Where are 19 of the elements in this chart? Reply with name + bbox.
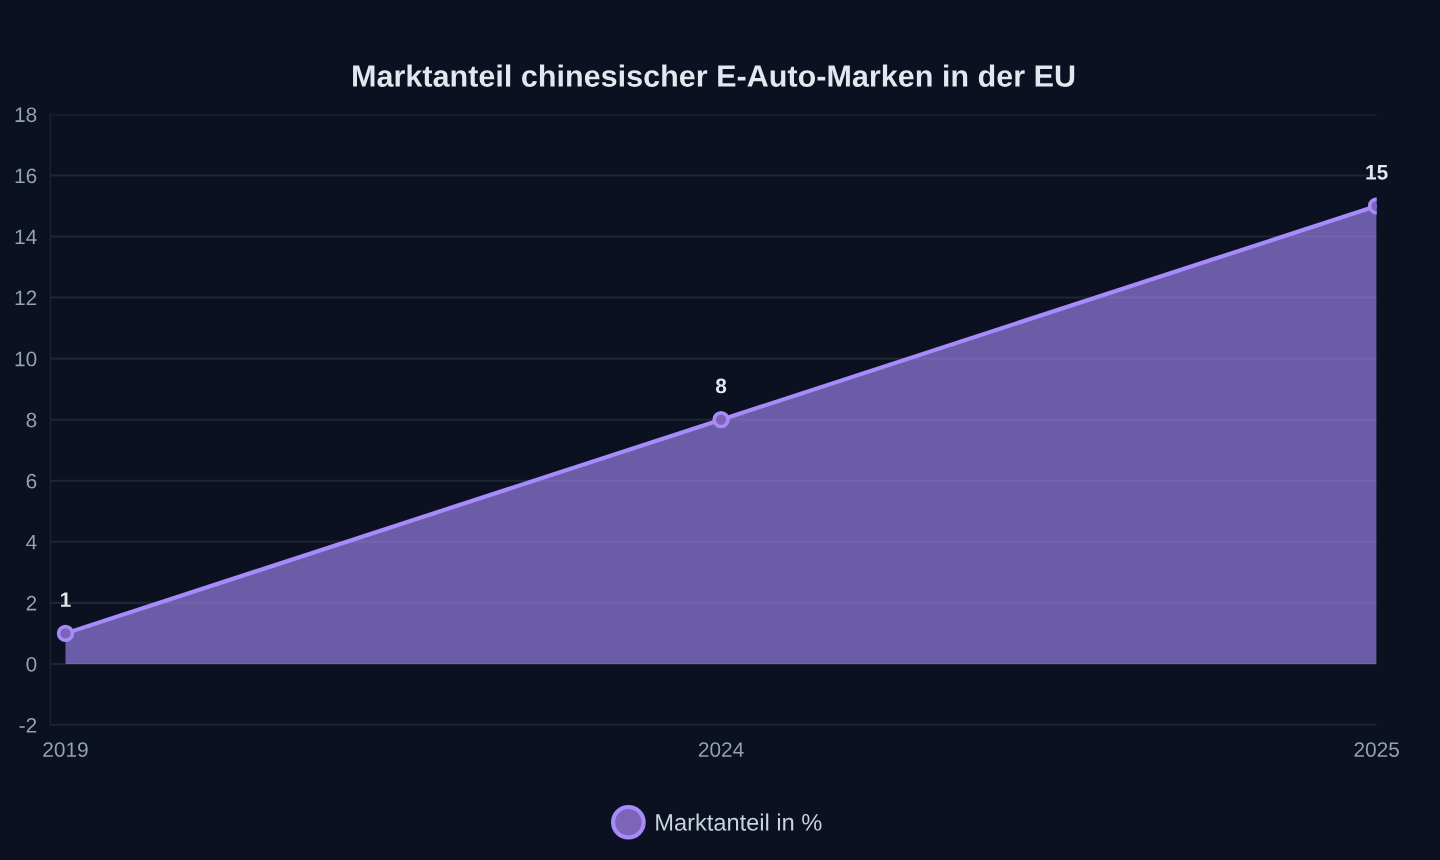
x-tick-label: 2024 bbox=[698, 742, 744, 757]
data-label: 15 bbox=[1366, 165, 1388, 180]
data-label: 1 bbox=[61, 592, 71, 607]
y-tick-label: -2 bbox=[19, 717, 37, 733]
legend-label: Marktanteil in % bbox=[656, 813, 822, 831]
y-tick-label: 6 bbox=[26, 473, 37, 489]
y-tick-label: 2 bbox=[26, 595, 37, 611]
chart-title: Marktanteil chinesischer E-Auto-Marken in der EU bbox=[353, 64, 1075, 87]
y-tick-label: 16 bbox=[15, 168, 37, 184]
y-tick-label: 4 bbox=[26, 535, 37, 550]
y-tick-label: 14 bbox=[15, 229, 37, 245]
y-tick-label: 0 bbox=[26, 656, 37, 672]
x-tick-label: 2025 bbox=[1354, 742, 1399, 757]
y-tick-label: 8 bbox=[26, 412, 37, 428]
y-tick-label: 12 bbox=[15, 290, 37, 306]
y-tick-label: 10 bbox=[15, 351, 37, 367]
y-tick-label: 18 bbox=[15, 107, 37, 123]
data-label: 8 bbox=[715, 378, 727, 394]
x-tick-label: 2019 bbox=[43, 742, 88, 757]
